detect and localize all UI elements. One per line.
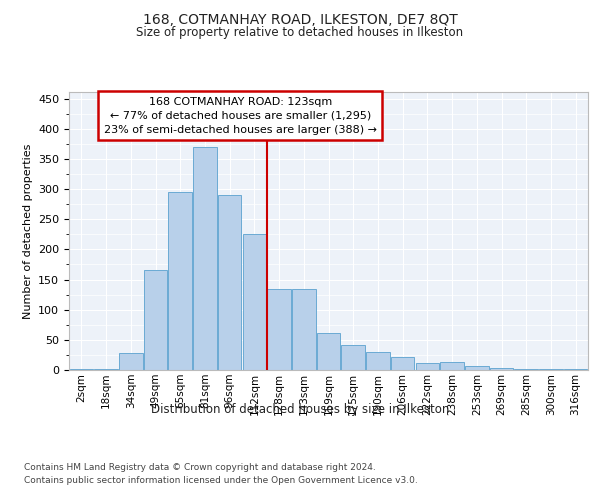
Bar [366,352,389,370]
Text: 168 COTMANHAY ROAD: 123sqm
← 77% of detached houses are smaller (1,295)
23% of s: 168 COTMANHAY ROAD: 123sqm ← 77% of deta… [104,96,377,134]
Bar [416,363,439,370]
Y-axis label: Number of detached properties: Number of detached properties [23,144,32,319]
Bar [391,356,415,370]
Bar [292,288,316,370]
Bar [144,270,167,370]
Bar [268,288,291,370]
Text: Contains public sector information licensed under the Open Government Licence v3: Contains public sector information licen… [24,476,418,485]
Text: Distribution of detached houses by size in Ilkeston: Distribution of detached houses by size … [151,402,449,415]
Bar [440,362,464,370]
Bar [242,234,266,370]
Bar [465,366,488,370]
Bar [218,195,241,370]
Text: 168, COTMANHAY ROAD, ILKESTON, DE7 8QT: 168, COTMANHAY ROAD, ILKESTON, DE7 8QT [143,12,457,26]
Bar [490,368,513,370]
Bar [119,353,143,370]
Bar [341,344,365,370]
Bar [193,147,217,370]
Text: Size of property relative to detached houses in Ilkeston: Size of property relative to detached ho… [136,26,464,39]
Text: Contains HM Land Registry data © Crown copyright and database right 2024.: Contains HM Land Registry data © Crown c… [24,462,376,471]
Bar [169,192,192,370]
Bar [317,332,340,370]
